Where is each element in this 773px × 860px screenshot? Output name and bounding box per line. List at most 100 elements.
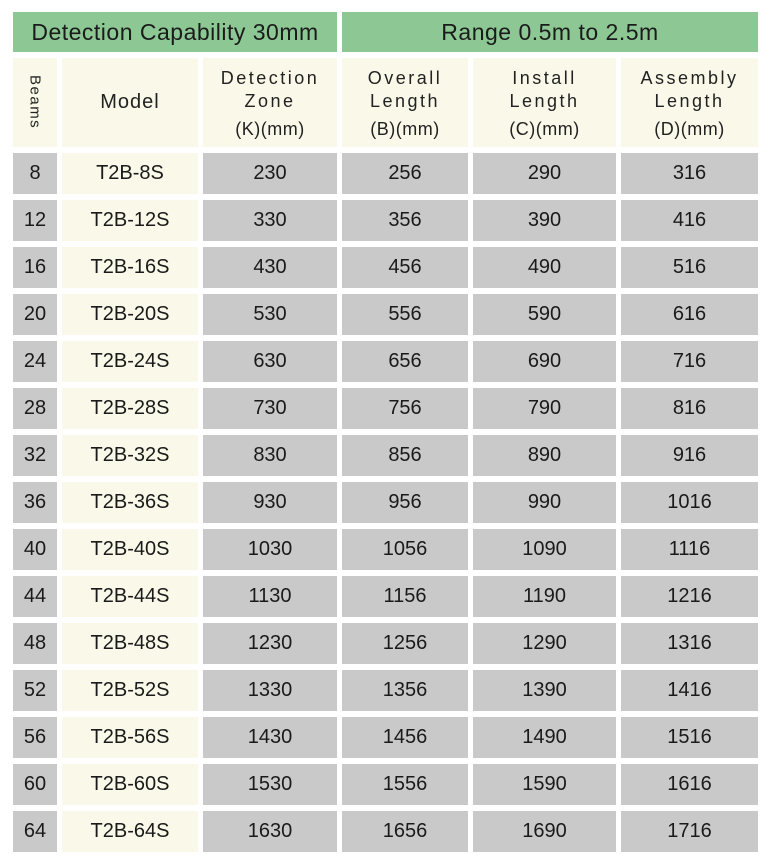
row-cell-model: T2B-32S (62, 435, 198, 476)
row-cell-install-length: 490 (473, 247, 616, 288)
row-cell-install-length: 390 (473, 200, 616, 241)
row-cell-beams: 20 (13, 294, 57, 335)
column-header-beams: Beams (13, 58, 57, 147)
row-cell-assembly-length: 916 (621, 435, 758, 476)
row-cell-assembly-length: 316 (621, 153, 758, 194)
row-cell-model: T2B-20S (62, 294, 198, 335)
row-cell-beams: 56 (13, 717, 57, 758)
row-cell-install-length: 890 (473, 435, 616, 476)
row-cell-model: T2B-48S (62, 623, 198, 664)
row-cell-assembly-length: 1416 (621, 670, 758, 711)
row-cell-assembly-length: 416 (621, 200, 758, 241)
header-line: Install (512, 68, 577, 88)
column-header-detection-zone-unit: (K)(mm) (235, 119, 305, 139)
row-cell-overall-length: 1356 (342, 670, 468, 711)
row-cell-assembly-length: 716 (621, 341, 758, 382)
row-cell-detection-zone: 1430 (203, 717, 337, 758)
row-cell-overall-length: 256 (342, 153, 468, 194)
row-cell-beams: 48 (13, 623, 57, 664)
row-cell-model: T2B-64S (62, 811, 198, 852)
column-header-install-length: Install Length (C)(mm) (473, 58, 616, 147)
row-cell-beams: 8 (13, 153, 57, 194)
header-line: Length (654, 90, 725, 111)
header-line: Zone (244, 90, 296, 111)
row-cell-overall-length: 456 (342, 247, 468, 288)
row-cell-beams: 36 (13, 482, 57, 523)
banner-range: Range 0.5m to 2.5m (342, 12, 758, 52)
row-cell-detection-zone: 1030 (203, 529, 337, 570)
row-cell-install-length: 1390 (473, 670, 616, 711)
header-line: Overall (367, 68, 443, 88)
row-cell-overall-length: 856 (342, 435, 468, 476)
banner-detection-capability: Detection Capability 30mm (13, 12, 337, 52)
row-cell-install-length: 690 (473, 341, 616, 382)
row-cell-beams: 16 (13, 247, 57, 288)
row-cell-model: T2B-52S (62, 670, 198, 711)
row-cell-detection-zone: 830 (203, 435, 337, 476)
column-header-assembly-length-unit: (D)(mm) (654, 119, 725, 139)
header-line: Length (369, 90, 441, 111)
row-cell-assembly-length: 516 (621, 247, 758, 288)
spec-table: Detection Capability 30mm Range 0.5m to … (13, 12, 758, 852)
row-cell-assembly-length: 1216 (621, 576, 758, 617)
row-cell-install-length: 290 (473, 153, 616, 194)
row-cell-install-length: 790 (473, 388, 616, 429)
row-cell-overall-length: 956 (342, 482, 468, 523)
row-cell-install-length: 1290 (473, 623, 616, 664)
row-cell-model: T2B-44S (62, 576, 198, 617)
row-cell-install-length: 1590 (473, 764, 616, 805)
row-cell-assembly-length: 816 (621, 388, 758, 429)
row-cell-assembly-length: 1616 (621, 764, 758, 805)
column-header-overall-length-unit: (B)(mm) (370, 119, 440, 139)
row-cell-assembly-length: 616 (621, 294, 758, 335)
column-header-assembly-length: Assembly Length (D)(mm) (621, 58, 758, 147)
column-header-detection-zone-label: Detection Zone (221, 67, 320, 112)
row-cell-detection-zone: 430 (203, 247, 337, 288)
column-header-overall-length-label: Overall Length (368, 67, 443, 112)
row-cell-detection-zone: 1330 (203, 670, 337, 711)
row-cell-beams: 60 (13, 764, 57, 805)
row-cell-assembly-length: 1516 (621, 717, 758, 758)
column-header-overall-length: Overall Length (B)(mm) (342, 58, 468, 147)
row-cell-detection-zone: 1230 (203, 623, 337, 664)
row-cell-overall-length: 1656 (342, 811, 468, 852)
row-cell-install-length: 990 (473, 482, 616, 523)
row-cell-model: T2B-60S (62, 764, 198, 805)
row-cell-overall-length: 356 (342, 200, 468, 241)
row-cell-overall-length: 1056 (342, 529, 468, 570)
row-cell-overall-length: 656 (342, 341, 468, 382)
row-cell-beams: 52 (13, 670, 57, 711)
column-header-model: Model (62, 58, 198, 147)
row-cell-assembly-length: 1116 (621, 529, 758, 570)
header-line: Assembly (640, 68, 739, 88)
row-cell-install-length: 1490 (473, 717, 616, 758)
row-cell-install-length: 1690 (473, 811, 616, 852)
row-cell-assembly-length: 1016 (621, 482, 758, 523)
row-cell-detection-zone: 1630 (203, 811, 337, 852)
row-cell-overall-length: 556 (342, 294, 468, 335)
row-cell-model: T2B-24S (62, 341, 198, 382)
row-cell-install-length: 1090 (473, 529, 616, 570)
row-cell-model: T2B-28S (62, 388, 198, 429)
row-cell-detection-zone: 1130 (203, 576, 337, 617)
row-cell-model: T2B-56S (62, 717, 198, 758)
row-cell-assembly-length: 1316 (621, 623, 758, 664)
row-cell-overall-length: 1256 (342, 623, 468, 664)
row-cell-beams: 64 (13, 811, 57, 852)
row-cell-detection-zone: 530 (203, 294, 337, 335)
row-cell-beams: 28 (13, 388, 57, 429)
row-cell-model: T2B-8S (62, 153, 198, 194)
row-cell-install-length: 590 (473, 294, 616, 335)
row-cell-overall-length: 1456 (342, 717, 468, 758)
row-cell-model: T2B-16S (62, 247, 198, 288)
row-cell-overall-length: 1156 (342, 576, 468, 617)
row-cell-overall-length: 1556 (342, 764, 468, 805)
row-cell-detection-zone: 330 (203, 200, 337, 241)
row-cell-detection-zone: 230 (203, 153, 337, 194)
row-cell-beams: 40 (13, 529, 57, 570)
row-cell-install-length: 1190 (473, 576, 616, 617)
column-header-beams-label: Beams (26, 75, 44, 130)
row-cell-beams: 32 (13, 435, 57, 476)
row-cell-beams: 24 (13, 341, 57, 382)
row-cell-overall-length: 756 (342, 388, 468, 429)
